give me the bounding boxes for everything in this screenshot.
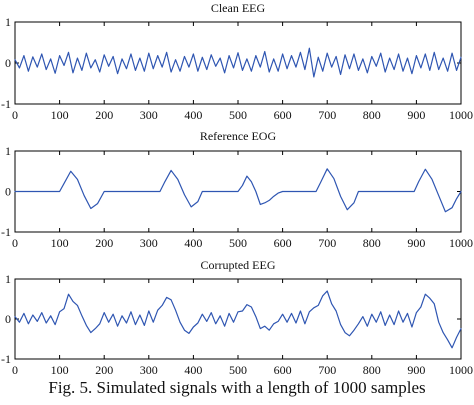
x-tick-label: 800 xyxy=(363,108,381,122)
series-line-1 xyxy=(14,168,462,213)
x-tick-label: 500 xyxy=(229,108,247,122)
x-tick-label: 500 xyxy=(229,363,247,377)
x-tick-label: 100 xyxy=(51,108,69,122)
x-tick-label: 400 xyxy=(184,363,202,377)
x-tick-label: 700 xyxy=(318,236,336,250)
x-tick-label: 500 xyxy=(229,236,247,250)
y-tick-label: 0 xyxy=(5,56,11,70)
x-tick-label: 600 xyxy=(274,236,292,250)
y-tick-label: -1 xyxy=(1,97,11,111)
chart-title: Reference EOG xyxy=(200,129,277,143)
y-tick-label: 0 xyxy=(5,185,11,199)
x-tick-label: 100 xyxy=(51,236,69,250)
y-tick-label: 1 xyxy=(5,144,11,158)
x-tick-label: 700 xyxy=(318,363,336,377)
series-line-1 xyxy=(14,47,462,78)
x-tick-label: 1000 xyxy=(449,108,473,122)
x-tick-label: 200 xyxy=(95,363,113,377)
y-tick-label: 1 xyxy=(5,272,11,286)
x-tick-label: 900 xyxy=(407,363,425,377)
x-tick-label: 100 xyxy=(51,363,69,377)
x-tick-label: 200 xyxy=(95,236,113,250)
x-tick-label: 300 xyxy=(140,363,158,377)
chart-title: Corrupted EEG xyxy=(201,258,276,272)
x-tick-label: 600 xyxy=(274,108,292,122)
x-tick-label: 700 xyxy=(318,108,336,122)
x-tick-label: 1000 xyxy=(449,236,473,250)
y-tick-label: -1 xyxy=(1,352,11,366)
x-tick-label: 900 xyxy=(407,108,425,122)
x-tick-label: 0 xyxy=(12,108,18,122)
x-tick-label: 800 xyxy=(363,363,381,377)
x-tick-label: 400 xyxy=(184,236,202,250)
x-tick-label: 600 xyxy=(274,363,292,377)
series-line-1 xyxy=(14,290,462,349)
x-tick-label: 0 xyxy=(12,363,18,377)
plot-frame xyxy=(14,278,462,360)
y-tick-label: -1 xyxy=(1,225,11,239)
plot-frame xyxy=(14,21,462,105)
x-tick-label: 200 xyxy=(95,108,113,122)
y-tick-label: 0 xyxy=(5,312,11,326)
x-tick-label: 300 xyxy=(140,236,158,250)
x-tick-label: 400 xyxy=(184,108,202,122)
x-tick-label: 300 xyxy=(140,108,158,122)
x-tick-label: 900 xyxy=(407,236,425,250)
chart-title: Clean EEG xyxy=(211,1,266,15)
x-tick-label: 1000 xyxy=(449,363,473,377)
x-tick-label: 800 xyxy=(363,236,381,250)
x-tick-label: 0 xyxy=(12,236,18,250)
y-tick-label: 1 xyxy=(5,15,11,29)
figure-caption: Fig. 5. Simulated signals with a length … xyxy=(48,378,426,397)
